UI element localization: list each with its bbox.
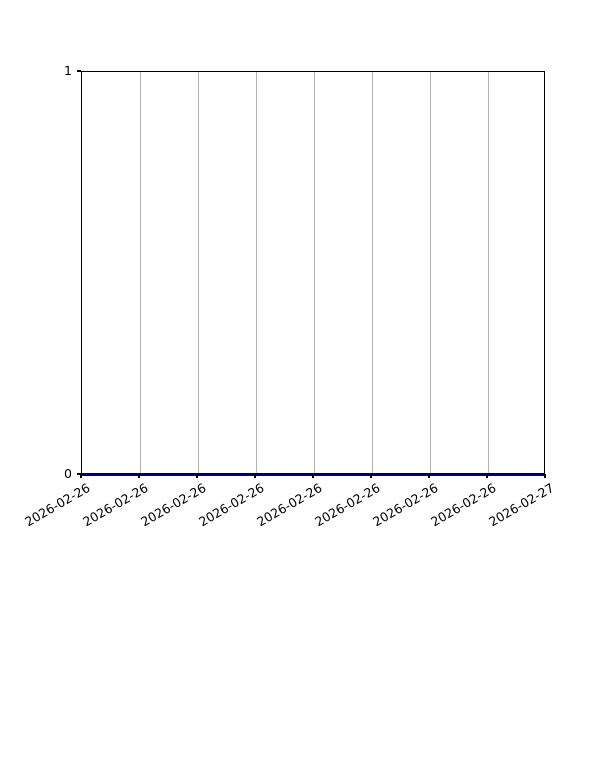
y-tick-mark [77, 473, 81, 475]
y-tick-label: 0 [64, 466, 72, 481]
x-tick-mark [428, 474, 430, 478]
y-tick-label: 1 [64, 63, 72, 78]
x-tick-mark [254, 474, 256, 478]
x-tick-label: 2026-02-26 [370, 480, 441, 530]
y-tick-mark [77, 70, 81, 72]
x-tick-mark [544, 474, 546, 478]
x-tick-mark [138, 474, 140, 478]
chart-figure: 2026-02-26 2026-02-26 2026-02-26 2026-02-26… [22, 63, 557, 530]
plot-area [81, 71, 545, 477]
x-tick-label: 2026-02-26 [428, 480, 499, 530]
gridline-vertical [198, 72, 199, 473]
gridline-vertical [256, 72, 257, 473]
gridline-vertical [140, 72, 141, 473]
gridline-vertical [430, 72, 431, 473]
x-tick-mark [312, 474, 314, 478]
x-tick-mark [486, 474, 488, 478]
gridline-vertical [372, 72, 373, 473]
gridline-vertical [314, 72, 315, 473]
x-tick-mark [80, 474, 82, 478]
gridline-vertical [488, 72, 489, 473]
x-tick-mark [196, 474, 198, 478]
x-tick-mark [370, 474, 372, 478]
